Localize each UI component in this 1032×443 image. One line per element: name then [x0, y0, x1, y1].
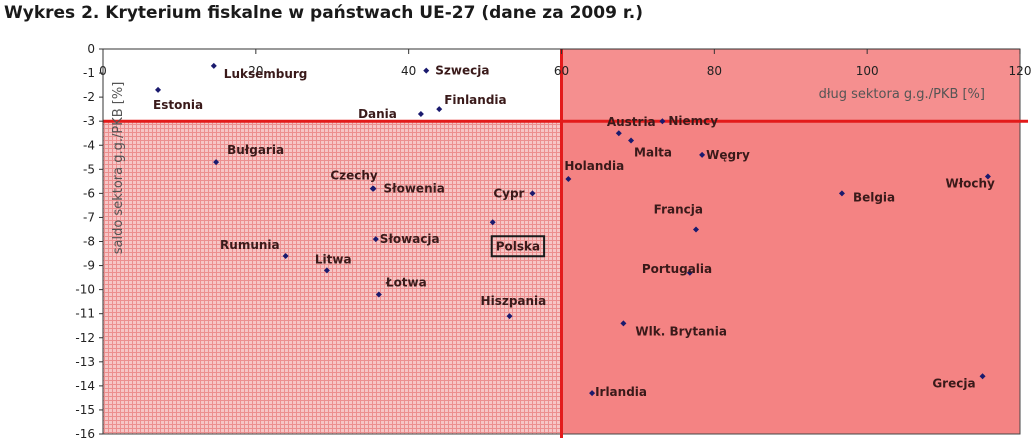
point-label: Dania: [358, 107, 397, 121]
data-point-luksemburg: [210, 62, 217, 69]
point-label: Irlandia: [595, 385, 647, 399]
point-label: Austria: [607, 115, 656, 129]
point-label: Belgia: [853, 190, 895, 204]
data-point-szwecja: [423, 67, 430, 74]
y-tick-label: -1: [83, 66, 95, 80]
data-point-holandia: [565, 175, 572, 182]
data-point-cypr: [529, 190, 536, 197]
highlight-box: [490, 235, 546, 258]
y-axis-label: saldo sektora g.g./PKB [%]: [111, 82, 126, 255]
point-label: Niemcy: [668, 114, 718, 128]
x-tick-label: 100: [856, 64, 879, 78]
point-label: Polska: [496, 239, 540, 253]
data-point-łotwa: [375, 291, 382, 298]
data-point-francja: [692, 226, 699, 233]
point-label: Szwecja: [435, 64, 489, 78]
y-tick-label: -11: [75, 307, 95, 321]
data-point-bułgaria: [213, 159, 220, 166]
point-label: Słowacja: [380, 232, 440, 246]
point-label: Portugalia: [642, 262, 712, 276]
data-point-słowacja: [372, 236, 379, 243]
point-label: Hiszpania: [481, 294, 547, 308]
point-label: Włochy: [945, 177, 995, 191]
y-tick-label: -2: [83, 90, 95, 104]
x-tick-label: 120: [1009, 64, 1032, 78]
data-point-hiszpania: [506, 313, 513, 320]
double-breach-zone: [561, 121, 1020, 434]
y-tick-label: -12: [75, 331, 95, 345]
data-point-finlandia: [436, 106, 443, 113]
point-label: Malta: [634, 145, 672, 159]
point-label: Cypr: [493, 186, 524, 200]
x-tick-label: 40: [401, 64, 416, 78]
deficit-zone-hatched: [103, 121, 562, 434]
chart-title: Wykres 2. Kryterium fiskalne w państwach…: [4, 3, 644, 23]
data-point-słowenia: [370, 185, 377, 192]
data-point-wlk-brytania: [620, 320, 627, 327]
point-label: Finlandia: [444, 93, 506, 107]
point-label: Łotwa: [385, 275, 427, 289]
y-tick-label: -16: [75, 427, 95, 441]
data-point-dania: [417, 110, 424, 117]
point-label: Litwa: [315, 252, 352, 266]
x-tick-label: 60: [554, 64, 569, 78]
x-tick-label: 80: [707, 64, 722, 78]
data-point-polska: [489, 219, 496, 226]
point-label: Grecja: [932, 376, 975, 390]
y-tick-label: -4: [83, 138, 95, 152]
point-label: Rumunia: [220, 238, 280, 252]
data-point-austria: [615, 130, 622, 137]
point-label: Luksemburg: [224, 67, 308, 81]
debt-zone-shaded: [561, 49, 1020, 434]
data-point-węgry: [699, 151, 706, 158]
x-tick-label: 20: [248, 64, 263, 78]
y-tick-label: -3: [83, 114, 95, 128]
y-tick-label: -10: [75, 283, 95, 297]
x-axis-label: dług sektora g.g./PKB [%]: [819, 87, 985, 102]
data-point-włochy: [984, 173, 991, 180]
y-tick-label: 0: [87, 42, 95, 56]
point-label: Słowenia: [384, 182, 445, 196]
point-label: Wlk. Brytania: [635, 324, 727, 338]
data-point-irlandia: [589, 390, 596, 397]
y-tick-label: -14: [75, 379, 95, 393]
point-label: Czechy: [330, 169, 378, 183]
data-point-grecja: [979, 373, 986, 380]
data-point-litwa: [323, 267, 330, 274]
data-point-portugalia: [686, 269, 693, 276]
data-point-malta: [628, 137, 635, 144]
y-tick-label: -9: [83, 259, 95, 273]
point-label: Estonia: [153, 98, 203, 112]
y-tick-label: -8: [83, 235, 95, 249]
data-point-belgia: [838, 190, 845, 197]
point-label: Francja: [654, 202, 703, 216]
point-label: Węgry: [706, 148, 750, 162]
point-label: Holandia: [564, 159, 624, 173]
data-point-rumunia: [282, 252, 289, 259]
data-point-estonia: [155, 86, 162, 93]
point-label: Bułgaria: [227, 143, 284, 157]
y-tick-label: -7: [83, 210, 95, 224]
data-point-niemcy: [659, 118, 666, 125]
y-tick-label: -13: [75, 355, 95, 369]
y-tick-label: -5: [83, 162, 95, 176]
y-tick-label: -6: [83, 186, 95, 200]
y-tick-label: -15: [75, 403, 95, 417]
